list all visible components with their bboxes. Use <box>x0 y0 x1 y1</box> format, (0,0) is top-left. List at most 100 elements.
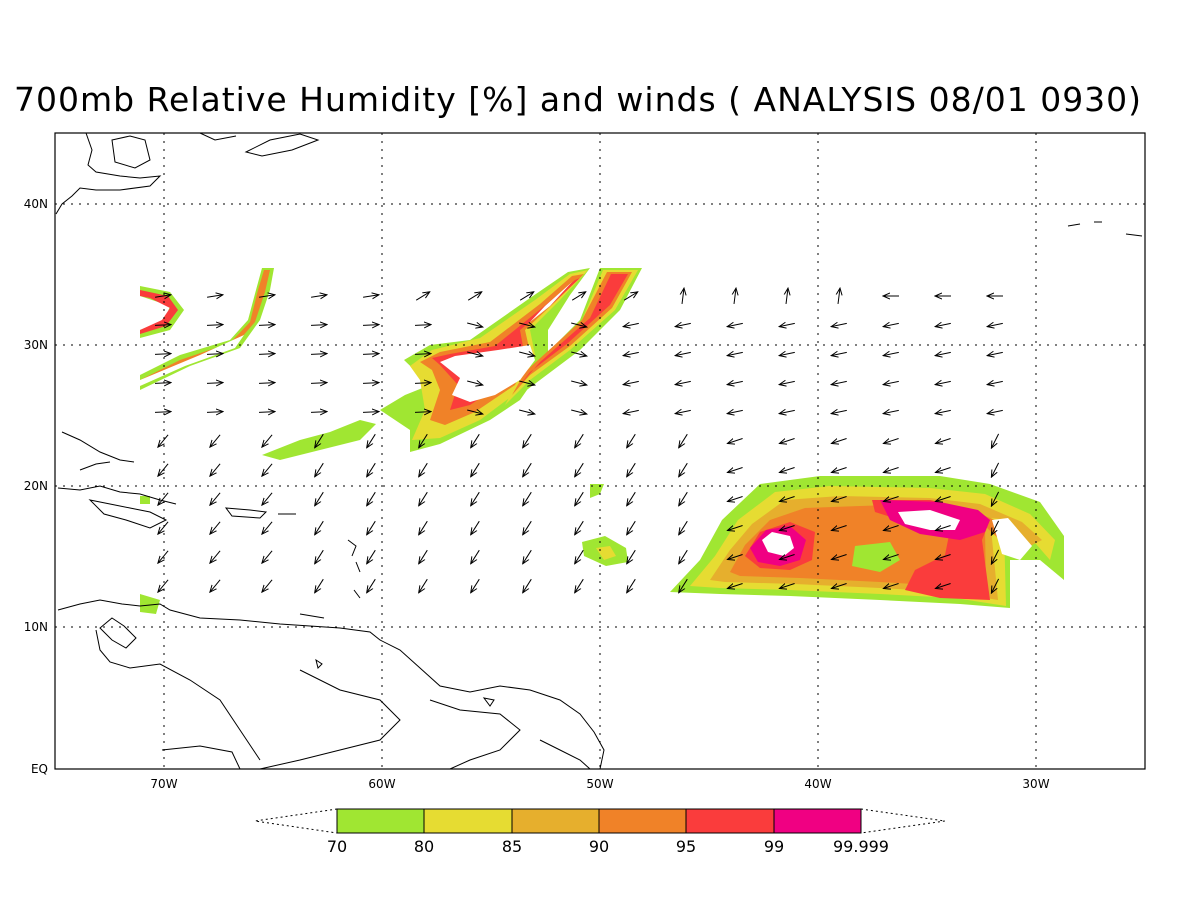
colorbar-label-99: 99 <box>764 837 784 856</box>
wind-arrow-icon <box>935 525 951 531</box>
wind-arrow-icon <box>727 381 743 384</box>
wind-arrow-icon <box>315 491 324 506</box>
wind-arrow-icon <box>471 549 480 564</box>
wind-arrow-icon <box>315 549 324 564</box>
wind-arrow-icon <box>831 381 847 384</box>
wind-arrow-icon <box>315 520 324 535</box>
wind-arrow-icon <box>419 520 428 535</box>
lon-label-30w: 30W <box>1022 777 1049 791</box>
wind-arrow-icon <box>883 467 899 473</box>
wind-arrow-icon <box>991 433 1000 448</box>
wind-arrow-icon <box>779 554 795 560</box>
wind-arrow-icon <box>158 434 169 447</box>
wind-arrow-icon <box>627 520 636 535</box>
wind-arrow-icon <box>675 381 691 384</box>
wind-arrow-icon <box>206 412 223 413</box>
coastlines <box>55 133 1143 769</box>
wind-arrow-icon <box>367 520 376 535</box>
rh-fill-95 <box>140 290 178 334</box>
colorbar-swatch-70-80 <box>336 808 425 834</box>
wind-arrow-icon <box>679 549 688 564</box>
wind-arrow-icon <box>415 292 430 301</box>
wind-arrow-icon <box>262 550 273 563</box>
colorbar-left-extension <box>254 808 338 834</box>
wind-arrow-icon <box>258 383 275 384</box>
rh-fill-70 <box>140 594 160 614</box>
map-frame <box>54 132 1146 770</box>
wind-arrow-icon <box>623 410 639 413</box>
wind-arrow-icon <box>158 521 169 534</box>
wind-arrow-icon <box>883 554 899 560</box>
wind-arrow-icon <box>883 525 899 531</box>
wind-arrow-icon <box>623 352 639 355</box>
wind-arrow-icon <box>310 325 327 326</box>
rh-fill-100 <box>762 510 1032 560</box>
wind-arrow-icon <box>883 438 899 444</box>
wind-arrow-icon <box>262 434 273 447</box>
wind-arrow-icon <box>519 323 535 327</box>
wind-arrow-icon <box>575 462 584 477</box>
wind-arrow-icon <box>987 381 1003 384</box>
humidity-blob-northwest <box>140 268 376 460</box>
wind-arrow-icon <box>935 496 951 502</box>
wind-arrow-icon <box>935 583 951 589</box>
lon-label-40w: 40W <box>804 777 831 791</box>
wind-arrow-icon <box>779 381 795 384</box>
wind-arrow-icon <box>779 410 795 413</box>
wind-arrow-icon <box>158 579 169 592</box>
lat-label-30n: 30N <box>24 338 48 352</box>
humidity-spots <box>140 484 628 614</box>
wind-arrow-icon <box>467 352 483 356</box>
wind-arrow-icon <box>779 352 795 355</box>
wind-arrow-icon <box>627 433 636 448</box>
colorbar-swatch-95-99 <box>685 808 775 834</box>
wind-arrow-icon <box>262 492 273 505</box>
wind-arrow-icon <box>419 549 428 564</box>
wind-arrow-icon <box>419 491 428 506</box>
wind-arrow-icon <box>154 412 171 413</box>
wind-arrow-icon <box>623 381 639 384</box>
wind-arrow-icon <box>367 462 376 477</box>
humidity-blob-east <box>670 476 1064 608</box>
lat-label-40n: 40N <box>24 197 48 211</box>
wind-arrow-icon <box>206 383 223 384</box>
wind-arrow-icon <box>991 462 1000 477</box>
wind-arrow-icon <box>627 578 636 593</box>
wind-arrow-icon <box>519 410 535 414</box>
wind-arrow-icon <box>158 550 169 563</box>
wind-arrow-icon <box>786 288 788 304</box>
wind-arrow-icon <box>471 578 480 593</box>
wind-arrow-icon <box>727 525 743 531</box>
wind-arrow-icon <box>414 412 431 413</box>
wind-arrow-icon <box>575 491 584 506</box>
wind-arrow-icon <box>210 492 221 505</box>
wind-arrow-icon <box>991 491 1000 506</box>
wind-arrow-icon <box>935 352 951 355</box>
wind-arrow-icon <box>679 462 688 477</box>
wind-arrow-icon <box>627 462 636 477</box>
wind-arrow-icon <box>523 520 532 535</box>
wind-arrow-icon <box>519 292 534 301</box>
lat-label-20n: 20N <box>24 479 48 493</box>
lon-label-50w: 50W <box>586 777 613 791</box>
wind-arrow-icon <box>471 520 480 535</box>
wind-arrow-icon <box>831 352 847 355</box>
wind-arrow-icon <box>471 433 480 448</box>
wind-arrow-icon <box>471 491 480 506</box>
colorbar: 70 80 85 90 95 99 99.999 <box>254 808 946 856</box>
wind-arrow-icon <box>675 352 691 355</box>
wind-arrow-icon <box>571 292 586 301</box>
wind-arrow-icon <box>419 578 428 593</box>
wind-arrow-icon <box>883 352 899 355</box>
latitude-labels: 40N 30N 20N 10N EQ <box>24 197 48 776</box>
wind-arrow-icon <box>991 520 1000 535</box>
rh-fill-70 <box>140 496 150 504</box>
wind-arrow-icon <box>831 525 847 531</box>
wind-vectors <box>154 288 1003 593</box>
gridlines <box>55 133 1145 769</box>
wind-arrow-icon <box>262 579 273 592</box>
wind-arrow-icon <box>315 433 324 448</box>
colorbar-swatch-85-90 <box>511 808 600 834</box>
wind-arrow-icon <box>831 323 847 326</box>
wind-arrow-icon <box>935 467 951 473</box>
